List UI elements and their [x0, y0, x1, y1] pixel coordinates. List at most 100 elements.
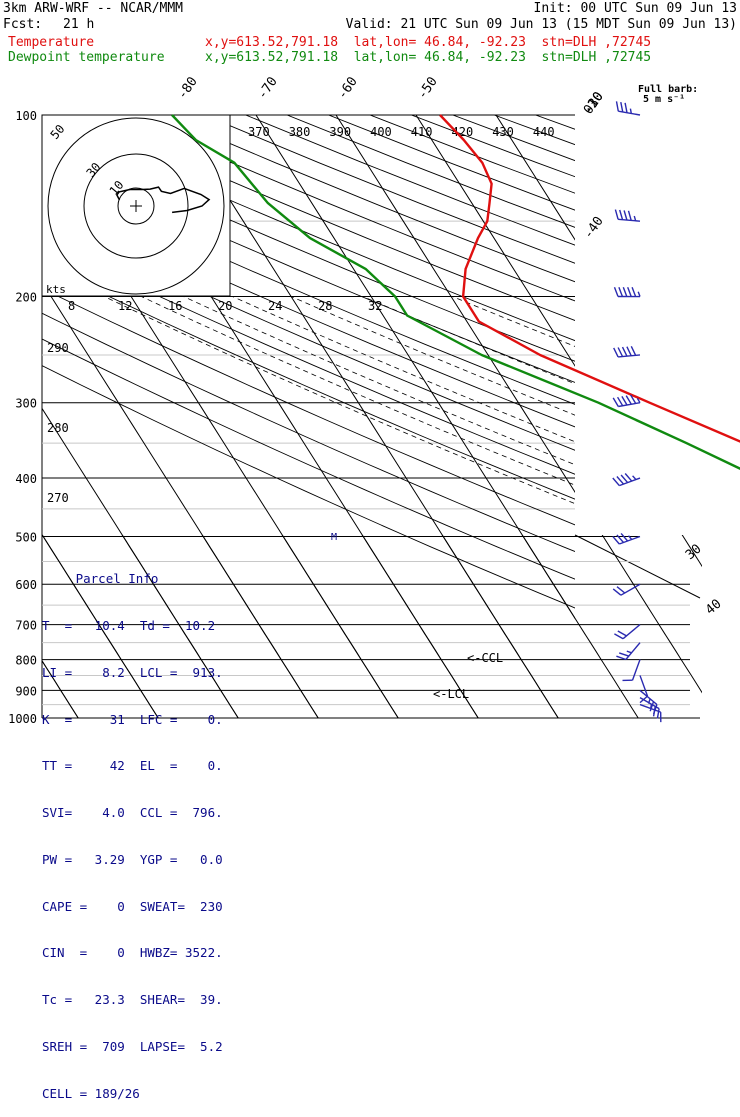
dry-adiabat-line — [246, 115, 740, 718]
wind-barb — [616, 643, 640, 660]
wind-barb-flag — [618, 631, 627, 636]
theta-e-label: 380 — [289, 125, 311, 139]
parcel-info-panel: Parcel Info T = 10.4 Td = 10.2 LI = 8.2 … — [42, 540, 242, 1117]
dry-adiabat-line — [204, 115, 740, 718]
wind-barb-flag — [621, 102, 623, 112]
wind-barb — [617, 101, 641, 115]
upper-scale-label: 16 — [168, 299, 182, 313]
wind-barb-flag — [629, 211, 632, 221]
theta-e-label: 440 — [533, 125, 555, 139]
theta-label: 270 — [47, 491, 69, 505]
pressure-tick-label: 300 — [15, 397, 37, 411]
wind-barb-half-flag — [633, 476, 636, 480]
parcel-info-row: CAPE = 0 SWEAT= 230 — [42, 899, 242, 915]
dry-adiabat-line — [536, 115, 740, 718]
isotherm-line — [576, 115, 740, 718]
pressure-tick-label: 700 — [15, 619, 37, 633]
ccl-annotation: <-CCL — [467, 651, 503, 665]
wind-barb-flag — [627, 347, 631, 356]
wind-barb-flag — [617, 587, 625, 593]
parcel-info-row: Tc = 23.3 SHEAR= 39. — [42, 992, 242, 1008]
isotherm-line — [736, 115, 740, 718]
upper-scale-label: 20 — [218, 299, 232, 313]
upper-scale-label: 32 — [368, 299, 382, 313]
wind-barb-staff — [618, 219, 640, 221]
wind-barb — [623, 660, 641, 681]
wind-barb-staff — [633, 660, 641, 681]
isotherm-label: 40 — [703, 597, 725, 619]
moist-adiabat-line — [564, 297, 740, 719]
theta-e-label: 430 — [492, 125, 514, 139]
wind-barb-flag — [618, 348, 622, 357]
parcel-info-row: PW = 3.29 YGP = 0.0 — [42, 852, 242, 868]
pressure-tick-label: 200 — [15, 291, 37, 305]
isotherm-label: -80 — [175, 74, 201, 102]
wind-barb-flag — [632, 287, 636, 296]
theta-e-label: 390 — [329, 125, 351, 139]
wind-barb — [613, 474, 640, 486]
pressure-tick-label: 400 — [15, 472, 37, 486]
isotherm-label: -70 — [255, 74, 281, 102]
wind-barb-flag — [618, 397, 623, 406]
theta-e-label: 400 — [370, 125, 392, 139]
parcel-info-row: CELL = 189/26 — [42, 1086, 242, 1102]
upper-scale-label: 12 — [118, 299, 132, 313]
dry-adiabat-line — [453, 115, 740, 718]
parcel-info-row: LI = 8.2 LCL = 913. — [42, 665, 242, 681]
wind-barb-flag — [623, 347, 627, 356]
wind-barb-flag — [613, 589, 621, 595]
isotherm-label: -60 — [335, 74, 361, 102]
wind-barb-flag — [617, 101, 619, 111]
isotherm-label: -50 — [415, 74, 441, 102]
pressure-tick-label: 1000 — [8, 712, 37, 726]
wind-barb — [614, 346, 640, 357]
lcl-annotation: <-LCL — [433, 687, 469, 701]
moist-adiabat-line — [184, 297, 740, 719]
pressure-tick-label: 100 — [15, 109, 37, 123]
wind-barb-flag — [619, 653, 629, 656]
parcel-info-row: SREH = 709 LAPSE= 5.2 — [42, 1039, 242, 1055]
wind-barb-staff — [623, 625, 640, 639]
barb-legend-units: 5 m s⁻¹ — [643, 95, 685, 105]
wind-barb — [615, 210, 640, 222]
pressure-tick-label: 600 — [15, 578, 37, 592]
pressure-tick-label: 500 — [15, 530, 37, 544]
parcel-info-row: TT = 42 EL = 0. — [42, 758, 242, 774]
theta-label: 280 — [47, 421, 69, 435]
isotherm-line — [496, 115, 740, 718]
upper-scale-label: 28 — [318, 299, 332, 313]
lower-boundary-line — [575, 535, 700, 598]
isotherm-line — [736, 115, 740, 718]
hodograph-units-label: kts — [46, 283, 66, 296]
wind-barb-flag — [628, 287, 632, 296]
dry-adiabat-line — [411, 115, 740, 718]
dry-adiabat-line — [163, 115, 740, 718]
isotherm-line — [656, 115, 740, 718]
theta-label: 290 — [47, 341, 69, 355]
wind-barb-half-flag — [627, 651, 632, 653]
wind-barb — [613, 533, 640, 544]
wind-barb — [615, 287, 641, 296]
wind-barb-flag — [620, 210, 623, 220]
wind-barb-flag — [622, 396, 627, 405]
wind-barb-flag — [625, 103, 627, 113]
wind-barb-staff — [618, 111, 640, 115]
pressure-tick-label: 900 — [15, 684, 37, 698]
isotherm-label: 30 — [683, 542, 705, 564]
dry-adiabat-line — [577, 115, 740, 718]
wind-barb-flag — [626, 396, 631, 405]
theta-e-label: 370 — [248, 125, 270, 139]
isotherm-line — [496, 115, 740, 718]
wind-barb-flag — [615, 210, 618, 220]
wind-barb — [614, 625, 640, 639]
wind-barb-flag — [614, 634, 623, 639]
wind-barb-flag — [619, 287, 623, 296]
wind-barb-flag — [631, 346, 635, 355]
wind-barb — [640, 690, 657, 714]
upper-scale-label: 24 — [268, 299, 282, 313]
isotherm-line — [656, 115, 740, 718]
isotherm-line — [416, 115, 740, 718]
dry-adiabat-line — [701, 115, 740, 718]
parcel-info-title: Parcel Info — [42, 571, 192, 587]
parcel-info-row: CIN = 0 HWBZ= 3522. — [42, 945, 242, 961]
